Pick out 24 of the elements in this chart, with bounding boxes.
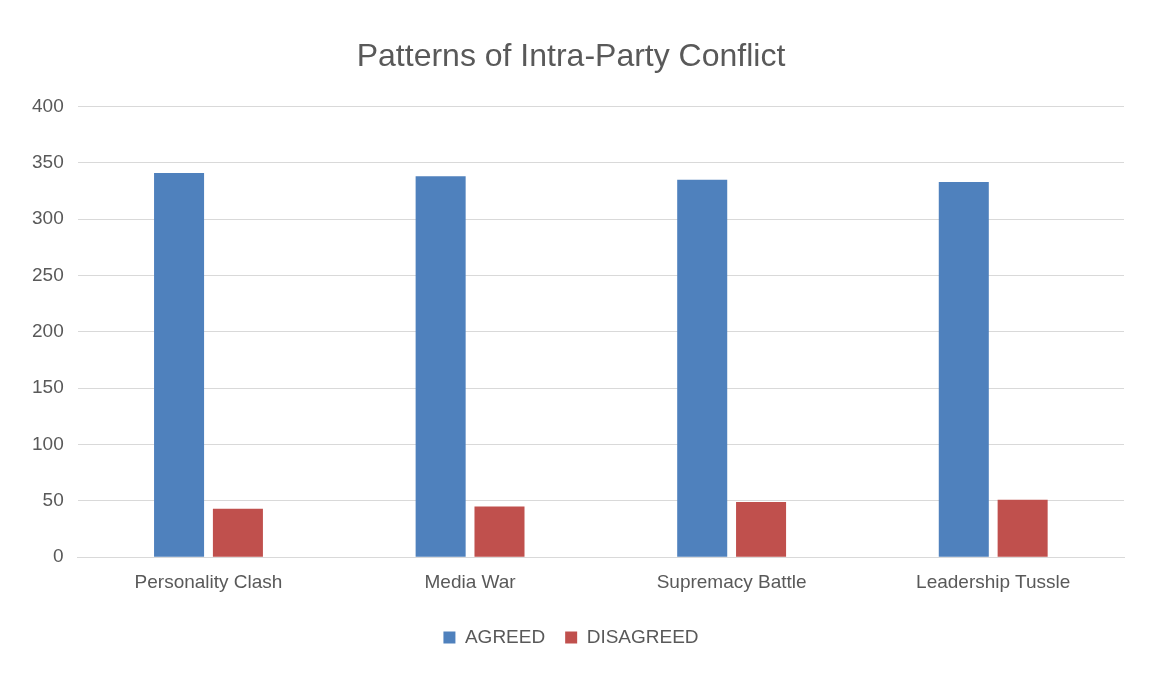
x-tick-label: Media War	[424, 570, 517, 592]
y-tick-label: 50	[42, 489, 64, 511]
y-tick-label: 0	[53, 545, 64, 567]
legend-label: AGREED	[464, 625, 546, 647]
bar	[212, 508, 263, 557]
x-tick-label: Leadership Tussle	[916, 570, 1071, 592]
bar	[415, 176, 466, 557]
bar	[677, 179, 728, 557]
bar	[938, 181, 989, 557]
chart-title: Patterns of Intra-Party Conflict	[356, 37, 786, 74]
bar	[997, 499, 1048, 557]
y-tick-label: 350	[32, 150, 64, 172]
bar	[474, 506, 525, 557]
y-tick-label: 400	[32, 94, 64, 116]
x-tick-label: Personality Clash	[134, 570, 283, 592]
bar	[736, 501, 787, 557]
y-tick-label: 150	[32, 376, 64, 398]
y-tick-label: 300	[32, 207, 64, 229]
bar	[154, 172, 205, 557]
x-tick-label: Supremacy Battle	[656, 570, 807, 592]
y-tick-label: 200	[32, 320, 64, 342]
y-tick-label: 100	[32, 432, 64, 454]
y-tick-label: 250	[32, 263, 64, 285]
legend-label: DISAGREED	[586, 625, 699, 647]
